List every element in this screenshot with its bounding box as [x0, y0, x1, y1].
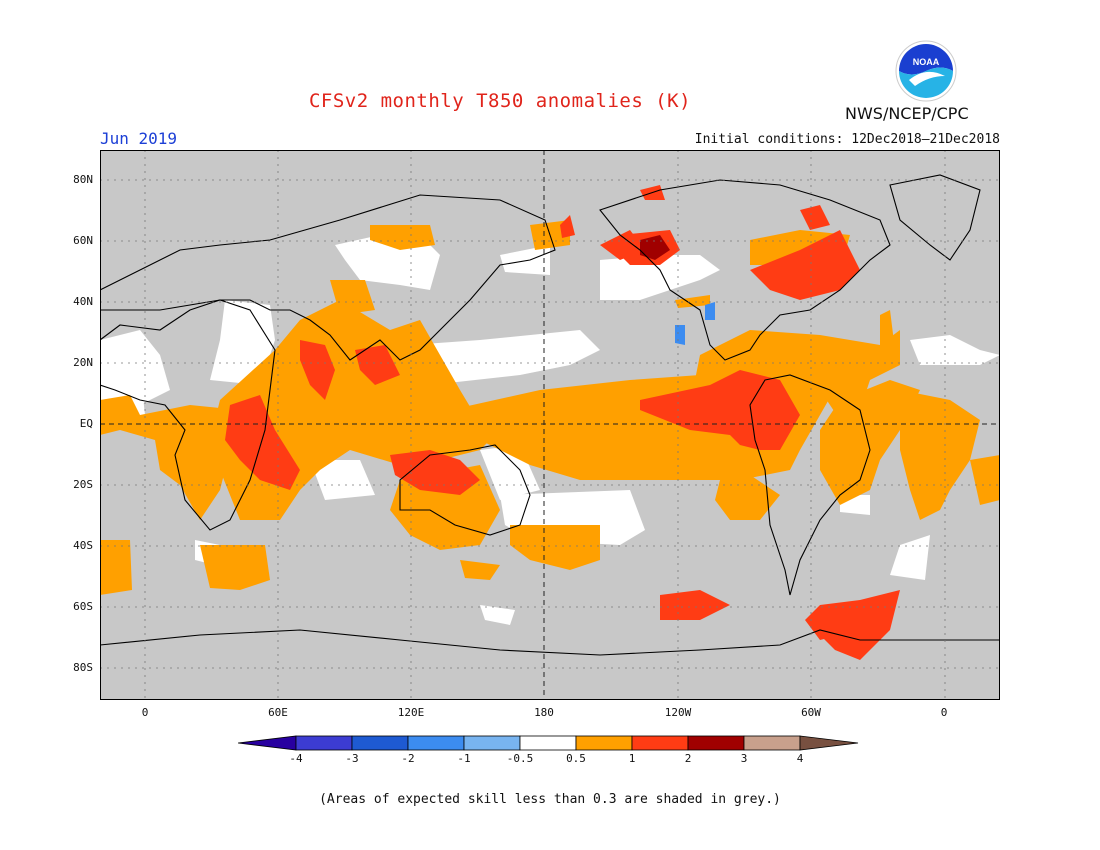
colorbar-box	[407, 735, 465, 751]
negative-anomaly-spots	[675, 302, 715, 345]
graticule	[100, 150, 1000, 700]
colorbar-box	[687, 735, 745, 751]
lon-label: 120W	[664, 706, 692, 719]
lat-label: 20S	[73, 478, 93, 491]
lat-label: 20N	[73, 356, 93, 369]
antarctica-outline	[100, 629, 1000, 656]
skill-footnote: (Areas of expected skill less than 0.3 a…	[319, 792, 781, 807]
colorbar-arrow-high	[799, 735, 859, 751]
lat-label: 40N	[73, 295, 93, 308]
colorbar-tick-label: -2	[401, 752, 415, 765]
eurasia-outline	[100, 194, 556, 361]
map-title: CFSv2 monthly T850 anomalies (K)	[308, 90, 692, 112]
agency-label: NWS/NCEP/CPC	[845, 104, 969, 123]
colorbar-box	[351, 735, 409, 751]
colorbar-box	[295, 735, 353, 751]
colorbar	[238, 735, 859, 751]
lon-label: 60E	[268, 706, 288, 719]
lon-label: 60W	[801, 706, 821, 719]
colorbar-box	[519, 735, 577, 751]
colorbar-box	[463, 735, 521, 751]
colorbar-tick-label: -3	[345, 752, 359, 765]
lon-label: 180	[534, 706, 554, 719]
lon-label: 0	[141, 706, 149, 719]
equator-dateline	[100, 150, 1000, 700]
colorbar-arrow-low	[238, 735, 297, 751]
initial-conditions: Initial conditions: 12Dec2018–21Dec2018	[694, 132, 1000, 147]
anomaly-map	[100, 150, 1000, 700]
greenland-outline	[889, 174, 981, 261]
coastlines	[100, 174, 1000, 656]
colorbar-tick-label: -0.5	[506, 752, 534, 765]
colorbar-tick-label: 0.5	[566, 752, 586, 765]
colorbar-tick-label: 2	[684, 752, 692, 765]
africa-outline	[100, 299, 276, 531]
north-america-outline	[599, 179, 891, 361]
south-america-outline	[749, 374, 871, 596]
lon-label: 0	[940, 706, 948, 719]
forecast-month: Jun 2019	[100, 129, 178, 148]
colorbar-tick-label: 4	[796, 752, 804, 765]
australia-outline	[399, 444, 531, 536]
noaa-logo-text: NOAA	[913, 57, 940, 67]
lat-label: 80S	[73, 661, 93, 674]
colorbar-tick-label: -4	[289, 752, 303, 765]
colorbar-box	[575, 735, 633, 751]
lat-label: 80N	[73, 173, 93, 186]
colorbar-tick-label: -1	[457, 752, 471, 765]
lat-label: 60S	[73, 600, 93, 613]
colorbar-tick-label: 1	[628, 752, 636, 765]
colorbar-box	[743, 735, 801, 751]
colorbar-tick-label: 3	[740, 752, 748, 765]
noaa-logo-icon: NOAA	[895, 40, 957, 102]
lat-label: EQ	[79, 417, 93, 430]
colorbar-box	[631, 735, 689, 751]
lat-label: 40S	[73, 539, 93, 552]
lon-label: 120E	[397, 706, 425, 719]
anomaly-1-to-2-regions	[225, 185, 900, 660]
lat-label: 60N	[73, 234, 93, 247]
